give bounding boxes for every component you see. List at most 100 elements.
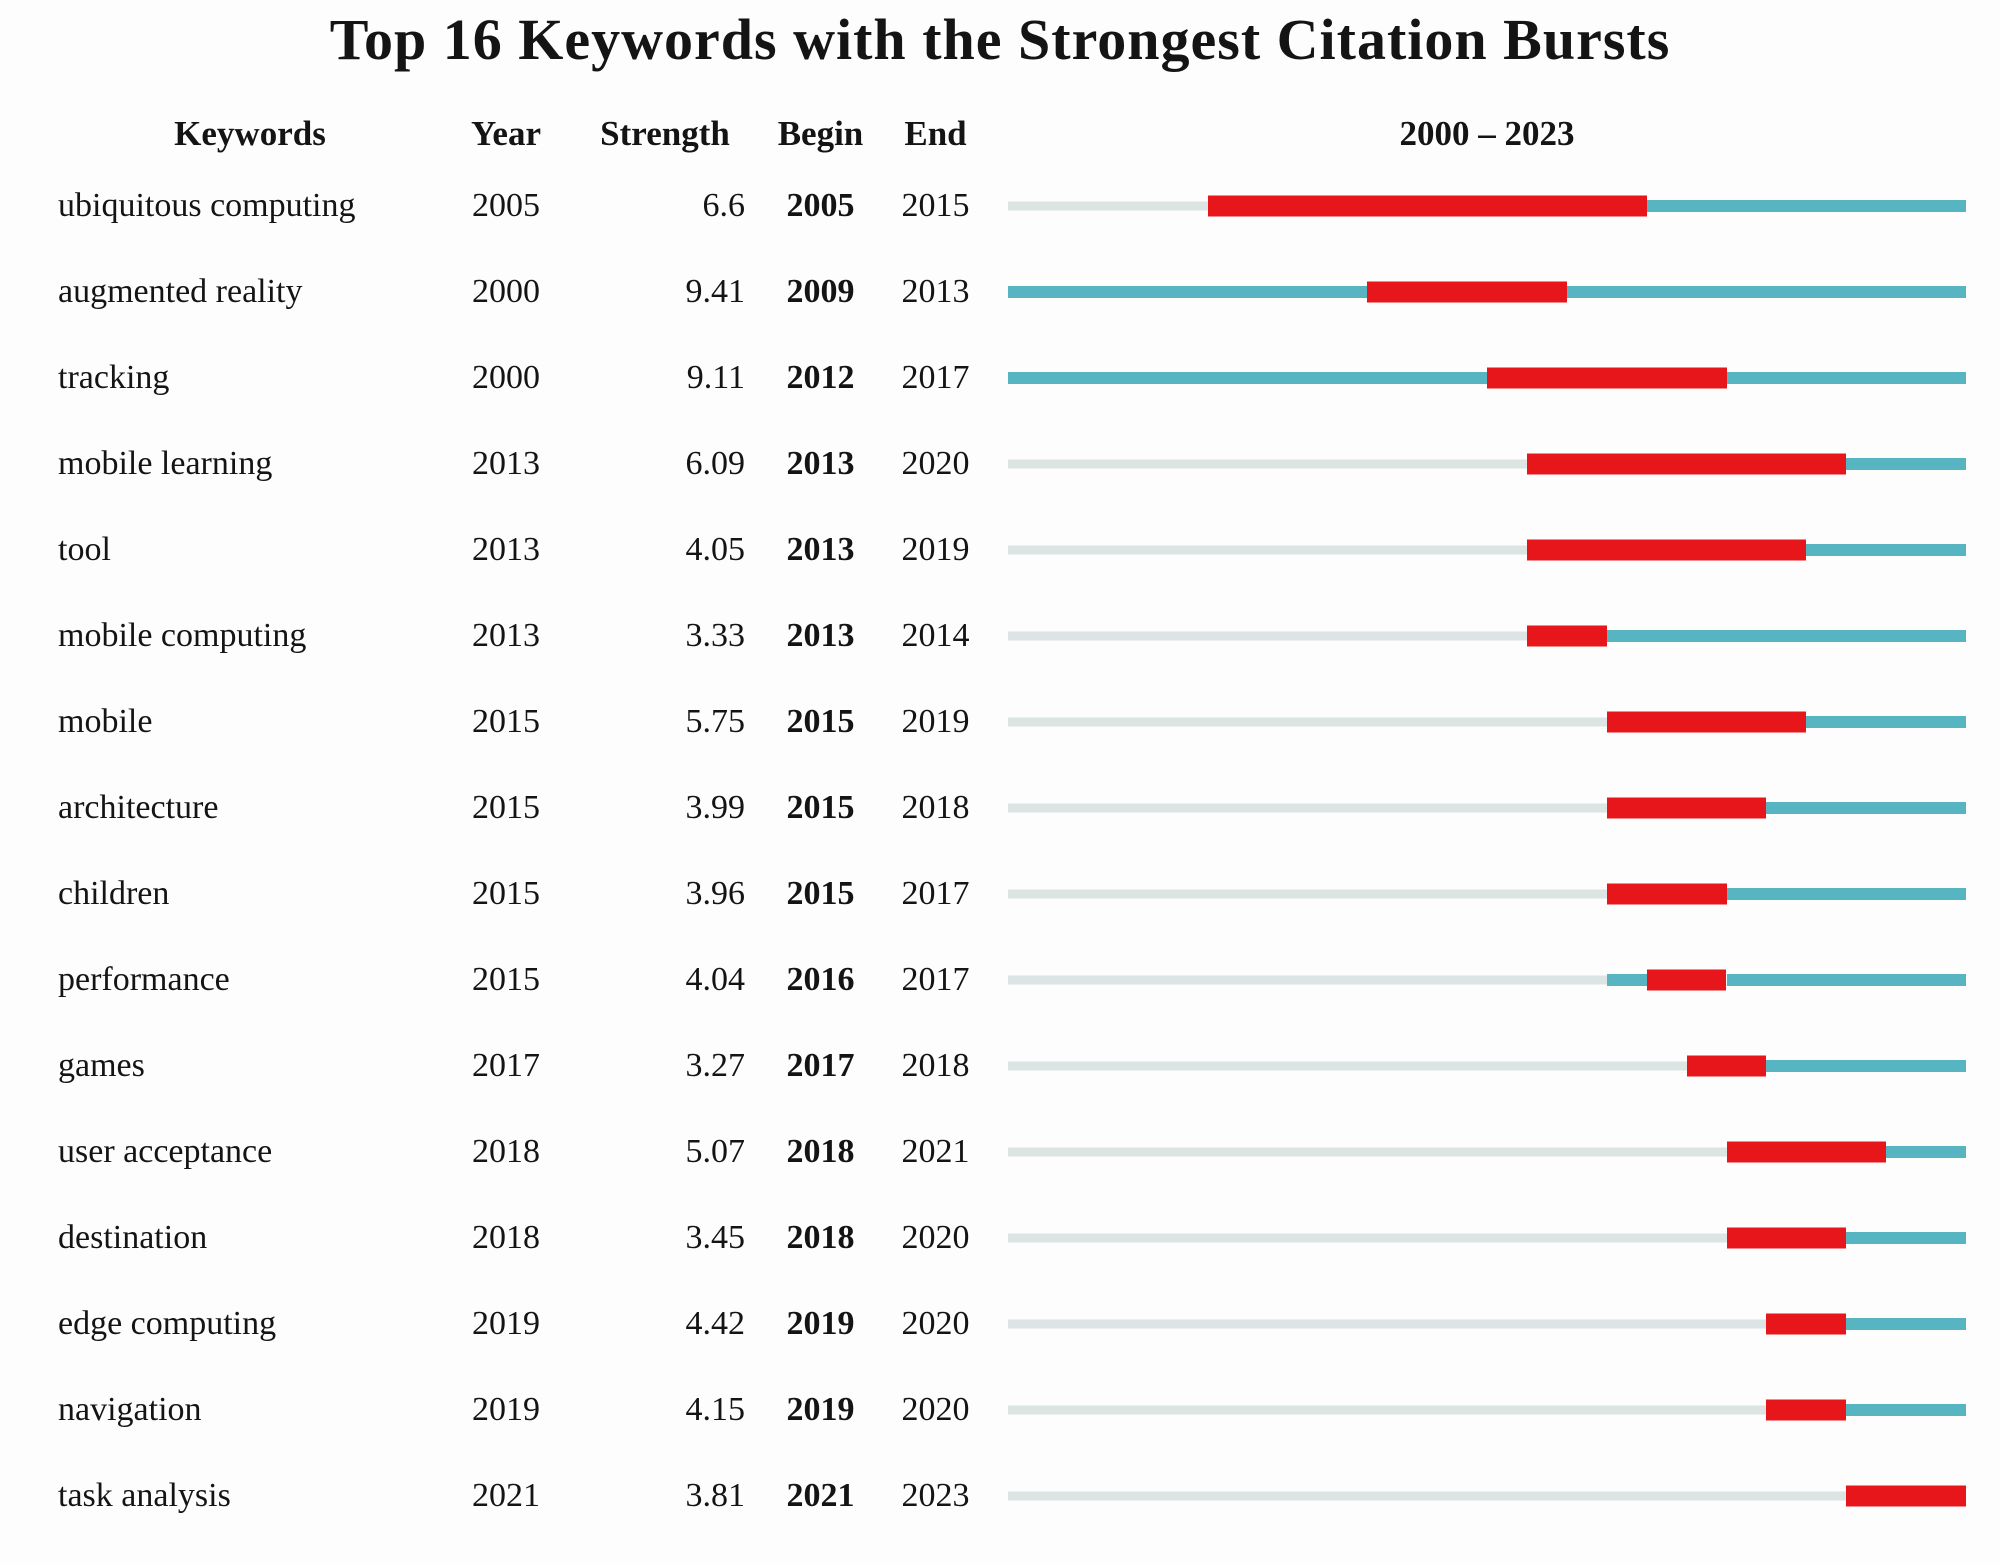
- begin-cell: 2012: [786, 359, 855, 396]
- year-cell: 2013: [472, 531, 540, 568]
- end-cell: 2014: [901, 617, 970, 654]
- begin-cell: 2013: [786, 445, 855, 482]
- begin-cell: 2013: [786, 617, 855, 654]
- active-segment: [1846, 1318, 1966, 1330]
- year-cell: 2019: [472, 1391, 540, 1428]
- burst-segment: [1766, 1399, 1847, 1421]
- end-cell: 2013: [901, 273, 970, 310]
- burst-timeline-bar: [1008, 1023, 1966, 1109]
- year-cell: 2021: [472, 1477, 540, 1514]
- begin-cell: 2015: [786, 789, 855, 826]
- end-cell: 2018: [901, 789, 970, 826]
- begin-cell: 2015: [786, 703, 855, 740]
- burst-segment: [1726, 1227, 1847, 1249]
- table-row: architecture 2015 3.99 2015 2018: [0, 765, 2000, 851]
- col-header-begin: Begin: [777, 114, 864, 153]
- strength-cell: 5.75: [685, 703, 746, 740]
- strength-cell: 3.27: [685, 1047, 746, 1084]
- strength-cell: 9.41: [685, 273, 746, 310]
- table-row: mobile learning 2013 6.09 2013 2020: [0, 421, 2000, 507]
- burst-segment: [1606, 883, 1727, 905]
- strength-cell: 6.09: [685, 445, 746, 482]
- burst-timeline-bar: [1008, 765, 1966, 851]
- active-segment: [1886, 1146, 1966, 1158]
- keyword-cell: augmented reality: [58, 273, 303, 310]
- table-row: augmented reality 2000 9.41 2009 2013: [0, 249, 2000, 335]
- burst-segment: [1726, 1141, 1887, 1163]
- begin-cell: 2018: [786, 1133, 855, 1170]
- col-header-strength: Strength: [600, 114, 730, 153]
- burst-segment: [1526, 453, 1847, 475]
- burst-timeline-bar: [1008, 1453, 1966, 1539]
- inactive-segment: [1008, 1405, 1767, 1415]
- active-segment: [1806, 544, 1966, 556]
- end-cell: 2018: [901, 1047, 970, 1084]
- year-cell: 2000: [472, 359, 540, 396]
- strength-cell: 4.42: [685, 1305, 746, 1342]
- inactive-segment: [1008, 201, 1208, 211]
- inactive-segment: [1008, 975, 1607, 985]
- burst-timeline-bar: [1008, 249, 1966, 335]
- burst-timeline-bar: [1008, 593, 1966, 679]
- strength-cell: 4.15: [685, 1391, 746, 1428]
- end-cell: 2021: [901, 1133, 970, 1170]
- inactive-segment: [1008, 1147, 1727, 1157]
- burst-segment: [1207, 195, 1647, 217]
- year-cell: 2019: [472, 1305, 540, 1342]
- active-segment: [1766, 1060, 1966, 1072]
- active-segment: [1566, 286, 1966, 298]
- end-cell: 2017: [901, 961, 970, 998]
- keyword-cell: mobile: [58, 703, 153, 740]
- burst-segment: [1526, 625, 1607, 647]
- end-cell: 2020: [901, 445, 970, 482]
- inactive-segment: [1008, 803, 1607, 813]
- year-cell: 2005: [472, 187, 540, 224]
- burst-timeline-bar: [1008, 163, 1966, 249]
- active-segment: [1766, 802, 1966, 814]
- begin-cell: 2009: [786, 273, 855, 310]
- burst-timeline-bar: [1008, 1195, 1966, 1281]
- burst-timeline-bar: [1008, 851, 1966, 937]
- table-row: navigation 2019 4.15 2019 2020: [0, 1367, 2000, 1453]
- begin-cell: 2013: [786, 531, 855, 568]
- active-segment: [1806, 716, 1966, 728]
- strength-cell: 3.99: [685, 789, 746, 826]
- table-row: tracking 2000 9.11 2012 2017: [0, 335, 2000, 421]
- table-body: ubiquitous computing 2005 6.6 2005 2015 …: [0, 163, 2000, 1539]
- active-segment: [1726, 372, 1966, 384]
- strength-cell: 3.96: [685, 875, 746, 912]
- year-cell: 2015: [472, 875, 540, 912]
- active-segment: [1606, 630, 1966, 642]
- figure-title: Top 16 Keywords with the Strongest Citat…: [329, 7, 1671, 72]
- burst-segment: [1606, 711, 1807, 733]
- keyword-cell: mobile computing: [58, 617, 307, 654]
- end-cell: 2023: [901, 1477, 970, 1514]
- year-cell: 2015: [472, 961, 540, 998]
- burst-segment: [1846, 1485, 1966, 1507]
- year-cell: 2017: [472, 1047, 540, 1084]
- end-cell: 2019: [901, 703, 970, 740]
- begin-cell: 2019: [786, 1391, 855, 1428]
- keyword-cell: ubiquitous computing: [58, 187, 356, 224]
- keyword-cell: mobile learning: [58, 445, 273, 482]
- active-segment: [1846, 1232, 1966, 1244]
- table-row: games 2017 3.27 2017 2018: [0, 1023, 2000, 1109]
- strength-cell: 4.04: [685, 961, 746, 998]
- end-cell: 2017: [901, 359, 970, 396]
- keyword-cell: games: [58, 1047, 145, 1084]
- keyword-cell: task analysis: [58, 1477, 231, 1514]
- year-cell: 2013: [472, 617, 540, 654]
- keyword-cell: tracking: [58, 359, 170, 396]
- active-segment: [1846, 458, 1966, 470]
- end-cell: 2020: [901, 1391, 970, 1428]
- active-segment: [1008, 372, 1487, 384]
- col-header-end: End: [904, 114, 967, 153]
- burst-timeline-bar: [1008, 1281, 1966, 1367]
- burst-segment: [1766, 1313, 1847, 1335]
- keyword-cell: edge computing: [58, 1305, 277, 1342]
- begin-cell: 2017: [786, 1047, 855, 1084]
- strength-cell: 4.05: [685, 531, 746, 568]
- inactive-segment: [1008, 1061, 1687, 1071]
- burst-timeline-bar: [1008, 679, 1966, 765]
- begin-cell: 2021: [786, 1477, 855, 1514]
